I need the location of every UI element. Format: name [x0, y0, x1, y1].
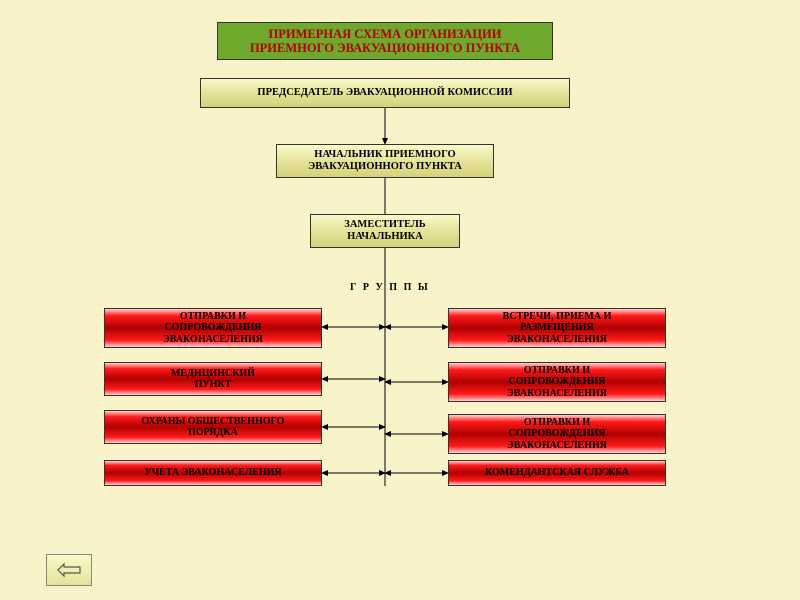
- left-group-box-3: УЧЕТА ЭВАКОНАСЕЛЕНИЯ: [104, 460, 322, 486]
- right-group-0-line-1: РАЗМЕЩЕНИЯ: [503, 322, 612, 334]
- left-group-1-line-1: ПУНКТ: [171, 379, 255, 391]
- left-group-box-1: МЕДИЦИНСКИЙПУНКТ: [104, 362, 322, 396]
- right-group-box-2: ОТПРАВКИ ИСОПРОВОЖДЕНИЯЭВАКОНАСЕЛЕНИЯ: [448, 414, 666, 454]
- head-line1: НАЧАЛЬНИК ПРИЕМНОГО: [308, 149, 462, 161]
- right-group-2-line-2: ЭВАКОНАСЕЛЕНИЯ: [507, 440, 607, 452]
- right-group-0-line-2: ЭВАКОНАСЕЛЕНИЯ: [503, 334, 612, 346]
- chairman-label: ПРЕДСЕДАТЕЛЬ ЭВАКУАЦИОННОЙ КОМИССИИ: [257, 87, 512, 99]
- right-group-2-line-1: СОПРОВОЖДЕНИЯ: [507, 428, 607, 440]
- right-group-1-line-2: ЭВАКОНАСЕЛЕНИЯ: [507, 388, 607, 400]
- right-group-0-line-0: ВСТРЕЧИ, ПРИЕМА И: [503, 311, 612, 323]
- chairman-box: ПРЕДСЕДАТЕЛЬ ЭВАКУАЦИОННОЙ КОМИССИИ: [200, 78, 570, 108]
- left-group-0-line-2: ЭВАКОНАСЕЛЕНИЯ: [163, 334, 263, 346]
- deputy-box: ЗАМЕСТИТЕЛЬ НАЧАЛЬНИКА: [310, 214, 460, 248]
- left-group-2-line-0: ОХРАНЫ ОБЩЕСТВЕННОГО: [142, 416, 285, 428]
- groups-label: Г Р У П П Ы: [350, 282, 430, 293]
- right-group-3-line-0: КОМЕНДАНТСКАЯ СЛУЖБА: [485, 467, 629, 479]
- left-group-3-line-0: УЧЕТА ЭВАКОНАСЕЛЕНИЯ: [144, 467, 281, 479]
- left-group-0-line-0: ОТПРАВКИ И: [163, 311, 263, 323]
- head-box: НАЧАЛЬНИК ПРИЕМНОГО ЭВАКУАЦИОННОГО ПУНКТ…: [276, 144, 494, 178]
- right-group-box-1: ОТПРАВКИ ИСОПРОВОЖДЕНИЯЭВАКОНАСЕЛЕНИЯ: [448, 362, 666, 402]
- left-group-2-line-1: ПОРЯДКА: [142, 427, 285, 439]
- right-group-box-0: ВСТРЕЧИ, ПРИЕМА ИРАЗМЕЩЕНИЯЭВАКОНАСЕЛЕНИ…: [448, 308, 666, 348]
- left-group-0-line-1: СОПРОВОЖДЕНИЯ: [163, 322, 263, 334]
- deputy-line2: НАЧАЛЬНИКА: [344, 231, 425, 243]
- right-group-box-3: КОМЕНДАНТСКАЯ СЛУЖБА: [448, 460, 666, 486]
- head-line2: ЭВАКУАЦИОННОГО ПУНКТА: [308, 161, 462, 173]
- back-button[interactable]: [46, 554, 92, 586]
- left-group-box-0: ОТПРАВКИ ИСОПРОВОЖДЕНИЯЭВАКОНАСЕЛЕНИЯ: [104, 308, 322, 348]
- right-group-2-line-0: ОТПРАВКИ И: [507, 417, 607, 429]
- deputy-line1: ЗАМЕСТИТЕЛЬ: [344, 219, 425, 231]
- right-group-1-line-1: СОПРОВОЖДЕНИЯ: [507, 376, 607, 388]
- back-arrow-icon: [57, 561, 81, 579]
- title-line1: ПРИМЕРНАЯ СХЕМА ОРГАНИЗАЦИИ: [250, 27, 520, 41]
- title-box: ПРИМЕРНАЯ СХЕМА ОРГАНИЗАЦИИ ПРИЕМНОГО ЭВ…: [217, 22, 553, 60]
- title-line2: ПРИЕМНОГО ЭВАКУАЦИОННОГО ПУНКТА: [250, 41, 520, 55]
- right-group-1-line-0: ОТПРАВКИ И: [507, 365, 607, 377]
- left-group-1-line-0: МЕДИЦИНСКИЙ: [171, 368, 255, 380]
- left-group-box-2: ОХРАНЫ ОБЩЕСТВЕННОГОПОРЯДКА: [104, 410, 322, 444]
